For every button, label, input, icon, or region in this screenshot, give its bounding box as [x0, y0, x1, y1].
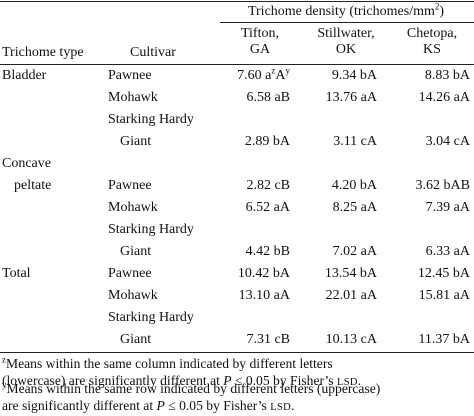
cell-value: 7.31 cB — [246, 332, 290, 347]
trichome-type-concave: Concave — [2, 156, 51, 171]
top-rule — [0, 1, 474, 2]
col-header-tifton: Tifton, GA — [240, 26, 279, 57]
cell-value: 6.52 aA — [245, 200, 290, 215]
cell-value: 2.89 bA — [244, 134, 290, 149]
cultivar-label: Mohawk — [108, 288, 158, 303]
cell-value: 8.25 aA — [332, 200, 377, 215]
cultivar-label-cont: Giant — [120, 332, 152, 347]
cultivar-label: Pawnee — [108, 178, 152, 193]
cultivar-label: Starking Hardy — [108, 222, 194, 237]
cultivar-label-cont: Giant — [120, 134, 152, 149]
cell-value: 4.42 bB — [245, 244, 290, 259]
header-rule — [0, 64, 474, 65]
col-header-chetopa: Chetopa, KS — [406, 26, 458, 57]
col-header-cultivar: Cultivar — [130, 45, 176, 60]
cultivar-label: Mohawk — [108, 200, 158, 215]
cell-value: 11.37 bA — [418, 332, 470, 347]
cultivar-label-cont: Giant — [120, 244, 152, 259]
cell-value: 10.13 cA — [325, 332, 377, 347]
cell-value: 10.42 bA — [237, 266, 290, 281]
cell-value: 8.83 bA — [424, 68, 470, 83]
col-header-stillwater: Stillwater, OK — [317, 26, 375, 57]
cell-value: 15.81 aA — [418, 288, 470, 303]
cell-value: 12.45 bA — [417, 266, 470, 281]
cultivar-label: Starking Hardy — [108, 310, 194, 325]
trichome-type-peltate: peltate — [14, 178, 52, 193]
cell-value: 4.20 bA — [331, 178, 377, 193]
trichome-type-bladder: Bladder — [2, 68, 47, 83]
cell-value: 9.34 bA — [331, 68, 377, 83]
cell-value: 3.04 cA — [425, 134, 470, 149]
cell-value: 13.76 aA — [325, 90, 377, 105]
cultivar-label: Mohawk — [108, 90, 158, 105]
cell-value: 13.54 bA — [324, 266, 377, 281]
footnote-y: yMeans within the same row indicated by … — [2, 379, 381, 413]
cultivar-label: Pawnee — [108, 68, 152, 83]
cell-value: 22.01 aA — [325, 288, 377, 303]
cell-value: 13.10 aA — [238, 288, 290, 303]
cell-value: 7.39 aA — [425, 200, 470, 215]
cell-value: 6.58 aB — [246, 90, 290, 105]
spanner-rule — [220, 22, 474, 23]
cell-value: 3.11 cA — [333, 134, 377, 149]
cell-value: 3.62 bAB — [415, 178, 470, 193]
trichome-type-total: Total — [2, 266, 31, 281]
cell-value: 6.33 aA — [425, 244, 470, 259]
cell-value: 2.82 cB — [246, 178, 290, 193]
cell-value: 7.02 aA — [332, 244, 377, 259]
bottom-rule — [0, 352, 474, 353]
density-spanner-header: Trichome density (trichomes/mm2) — [247, 1, 445, 19]
cultivar-label: Starking Hardy — [108, 112, 194, 127]
cell-value: 7.60 azAy — [237, 65, 290, 83]
cell-value: 14.26 aA — [418, 90, 470, 105]
cultivar-label: Pawnee — [108, 266, 152, 281]
col-header-trichome-type: Trichome type — [2, 45, 84, 60]
footnote-z: zMeans within the same column indicated … — [2, 354, 362, 388]
